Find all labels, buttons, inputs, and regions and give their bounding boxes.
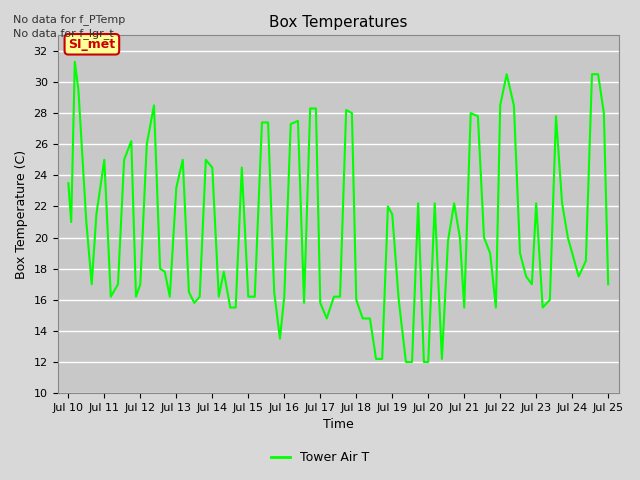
Y-axis label: Box Temperature (C): Box Temperature (C) xyxy=(15,150,28,279)
Text: SI_met: SI_met xyxy=(68,38,115,51)
Title: Box Temperatures: Box Temperatures xyxy=(269,15,408,30)
Text: No data for f_PTemp: No data for f_PTemp xyxy=(13,13,125,24)
X-axis label: Time: Time xyxy=(323,419,354,432)
Text: No data for f_lgr_t: No data for f_lgr_t xyxy=(13,28,113,39)
Legend: Tower Air T: Tower Air T xyxy=(266,446,374,469)
